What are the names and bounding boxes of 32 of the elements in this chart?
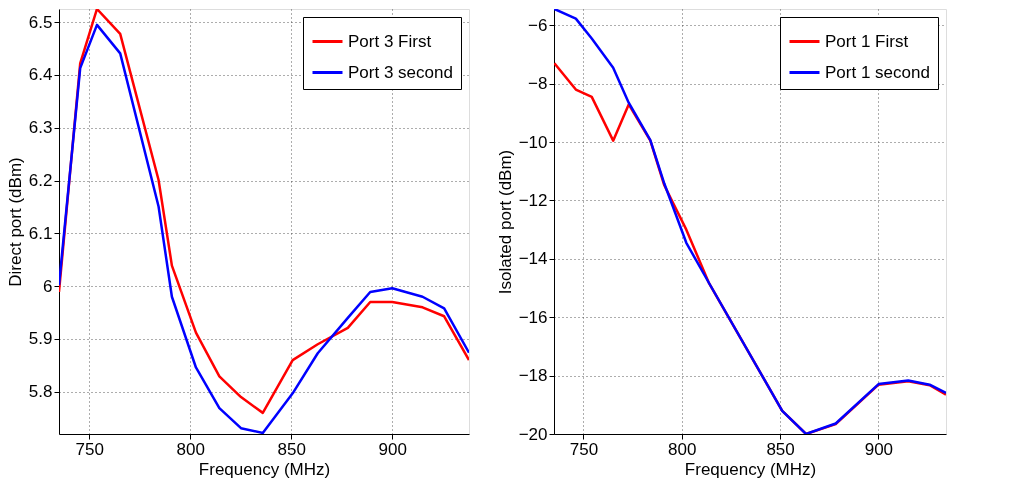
x-tick-label: 850 (277, 439, 306, 459)
x-tick-label: 800 (176, 439, 205, 459)
legend-label: Port 3 second (348, 62, 453, 82)
legend-label: Port 1 First (825, 31, 909, 51)
y-axis-title: Isolated port (dBm) (495, 149, 515, 295)
y-tick-label: −6 (528, 15, 548, 35)
x-tick-label: 900 (864, 439, 894, 459)
y-tick-label: −18 (518, 366, 548, 386)
x-tick-label: 750 (569, 439, 599, 459)
x-axis-title: Frequency (MHz) (198, 459, 331, 479)
y-tick-label: 6.2 (28, 171, 53, 191)
y-axis-title: Direct port (dBm) (5, 157, 25, 287)
x-axis-title: Frequency (MHz) (684, 459, 817, 479)
y-tick-label: −12 (518, 190, 548, 210)
y-tick-label: −8 (528, 74, 548, 94)
x-tick-label: 850 (766, 439, 795, 459)
y-tick-label: 5.9 (28, 329, 53, 349)
y-tick-label: −16 (518, 307, 548, 327)
y-tick-label: 5.8 (28, 382, 53, 402)
y-tick-label: 6 (43, 276, 53, 296)
y-tick-label: 6.1 (28, 223, 53, 243)
legend-label: Port 3 First (348, 31, 432, 51)
y-tick-label: −20 (518, 424, 548, 444)
legend-label: Port 1 second (825, 62, 930, 82)
y-tick-label: −10 (518, 132, 548, 152)
y-tick-label: −14 (518, 249, 548, 269)
y-tick-label: 6.5 (28, 12, 53, 32)
y-tick-label: 6.4 (28, 65, 53, 85)
x-tick-label: 800 (668, 439, 697, 459)
x-tick-label: 900 (378, 439, 407, 459)
y-tick-label: 6.3 (28, 118, 53, 138)
x-tick-label: 750 (75, 439, 104, 459)
